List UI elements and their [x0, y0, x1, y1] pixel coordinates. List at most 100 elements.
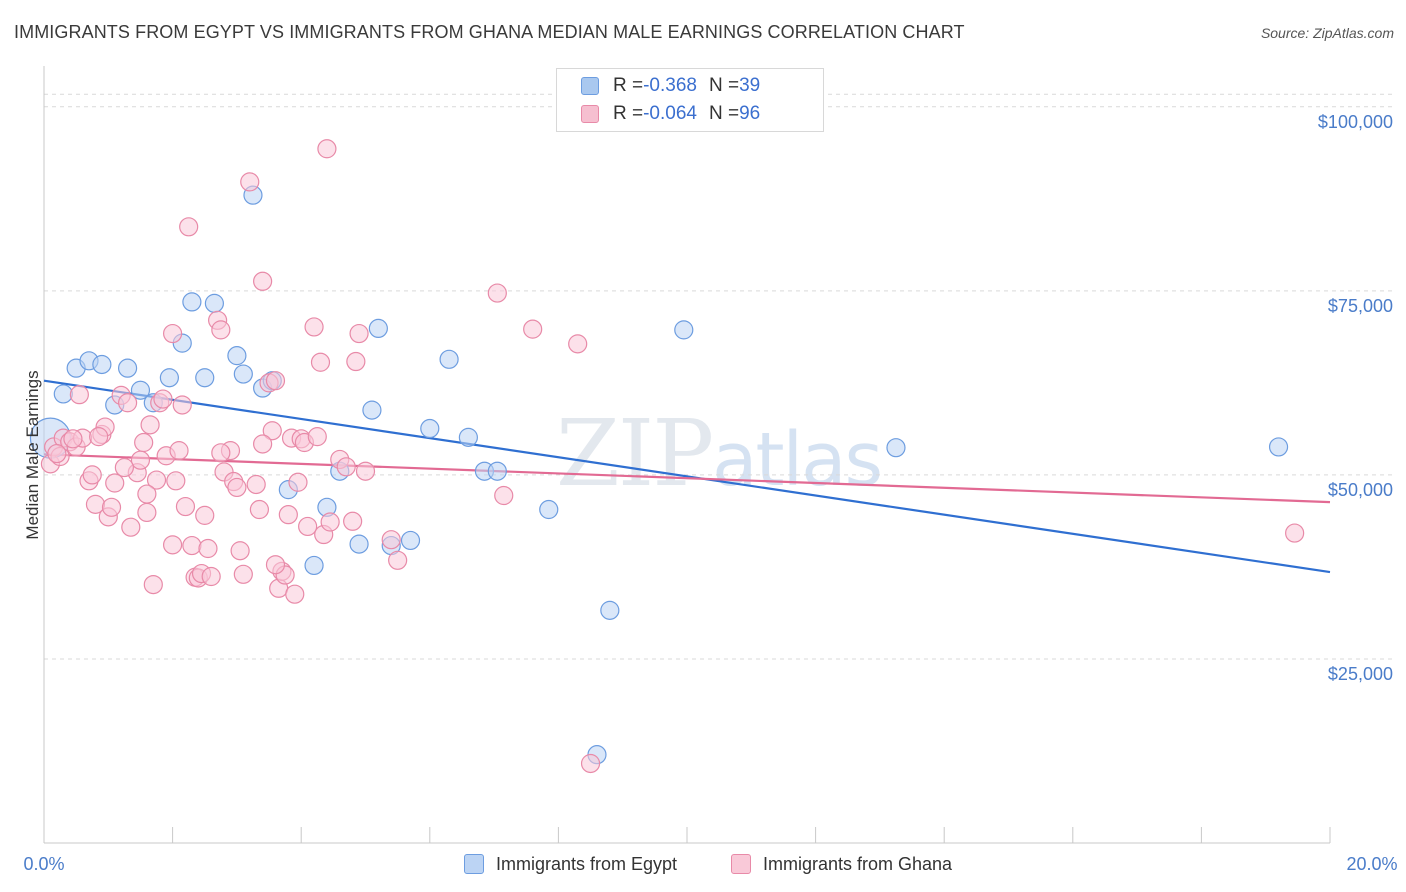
point-egypt [368, 318, 388, 339]
y-axis-label: Median Male Earnings [23, 370, 42, 539]
y-tick-label: $75,000 [1328, 296, 1393, 316]
point-egypt [159, 368, 179, 388]
point-ghana [523, 319, 543, 339]
point-ghana [320, 512, 340, 532]
point-ghana [253, 434, 273, 454]
source-credit: Source: ZipAtlas.com [1260, 25, 1394, 41]
point-ghana [172, 395, 192, 415]
legend-label-egypt: Immigrants from Egypt [496, 853, 678, 874]
point-ghana [211, 320, 231, 340]
point-ghana [140, 415, 160, 435]
point-ghana [307, 427, 327, 447]
point-egypt [195, 368, 215, 388]
point-ghana [265, 371, 286, 391]
point-ghana [285, 584, 305, 604]
legend-n-label: N = [708, 75, 740, 96]
point-egypt [487, 461, 507, 481]
point-ghana [249, 499, 270, 520]
tick-labels: $100,000 $75,000 $50,000 $25,000 0.0% 20.0% [23, 112, 1397, 874]
point-ghana [349, 323, 369, 344]
point-ghana [211, 443, 231, 463]
point-ghana [343, 511, 363, 531]
legend-r-value: -0.368 [643, 75, 697, 96]
bottom-legend-ghana[interactable]: Immigrants from Ghana [731, 852, 952, 876]
point-ghana [137, 502, 157, 523]
legend-row-egypt: R = -0.368 N = 39 [581, 73, 760, 99]
point-egypt [1268, 437, 1289, 457]
point-egypt [130, 380, 151, 400]
legend-row-ghana: R = -0.064 N = 96 [581, 101, 760, 127]
point-ghana [317, 139, 337, 159]
bottom-legend-egypt[interactable]: Immigrants from Egypt [464, 852, 677, 876]
point-ghana [114, 457, 134, 478]
legend-n-value: 96 [739, 103, 761, 124]
trend-line-egypt [43, 379, 1331, 574]
point-ghana [175, 496, 196, 517]
point-ghana [494, 485, 514, 506]
point-ghana [137, 484, 157, 504]
legend-r-label: R = [613, 75, 644, 96]
point-egypt [439, 349, 459, 369]
point-egypt [182, 292, 202, 312]
point-ghana [230, 541, 250, 561]
y-tick-label: $100,000 [1318, 112, 1393, 132]
legend-swatch-ghana [581, 105, 599, 123]
point-ghana [195, 505, 215, 525]
point-ghana [310, 352, 331, 372]
point-ghana [1285, 523, 1305, 543]
y-tick-label: $50,000 [1328, 480, 1393, 500]
point-ghana [89, 427, 109, 447]
point-ghana [146, 470, 167, 490]
legend-n-value: 39 [739, 75, 761, 96]
legend-swatch-ghana [731, 854, 751, 874]
point-egypt [674, 320, 694, 340]
point-ghana [346, 351, 366, 372]
point-ghana [163, 535, 183, 555]
point-ghana [288, 472, 308, 492]
point-ghana [153, 389, 173, 409]
point-ghana [69, 385, 89, 405]
watermark: ZIPatlas [556, 400, 883, 507]
x-tick-label: 0.0% [23, 854, 64, 874]
point-ghana [227, 477, 247, 498]
point-egypt [92, 354, 112, 375]
point-egypt [227, 346, 247, 366]
legend-n-label: N = [708, 103, 740, 124]
point-ghana [169, 441, 189, 461]
point-ghana [253, 271, 273, 291]
point-ghana [117, 393, 138, 413]
point-ghana [143, 574, 163, 595]
point-ghana [278, 505, 298, 525]
point-egypt [304, 555, 324, 576]
legend-swatch-egypt [581, 77, 599, 95]
point-egypt [53, 384, 73, 404]
point-ghana [82, 465, 102, 485]
point-ghana [388, 550, 408, 570]
point-egypt [600, 600, 620, 620]
trend-lines [43, 379, 1331, 574]
point-ghana [163, 323, 183, 344]
legend-r-label: R = [613, 103, 644, 124]
point-ghana [568, 334, 588, 354]
legend-label-ghana: Immigrants from Ghana [763, 853, 953, 874]
point-egypt [458, 427, 478, 447]
point-egypt [362, 400, 382, 420]
point-egypt [204, 293, 224, 313]
point-egypt [400, 530, 421, 551]
watermark-zip: ZIP [556, 400, 714, 507]
point-ghana [105, 473, 125, 493]
point-egypt [539, 499, 559, 520]
point-ghana [487, 283, 507, 303]
point-ghana [246, 474, 266, 495]
point-ghana [336, 457, 356, 477]
point-ghana [182, 535, 202, 556]
point-ghana [201, 566, 221, 587]
point-ghana [262, 421, 282, 441]
point-ghana [101, 497, 122, 517]
point-ghana [580, 753, 601, 774]
point-ghana [381, 530, 401, 550]
point-ghana [298, 516, 318, 537]
point-egypt [420, 418, 440, 439]
point-egypt [117, 358, 138, 378]
